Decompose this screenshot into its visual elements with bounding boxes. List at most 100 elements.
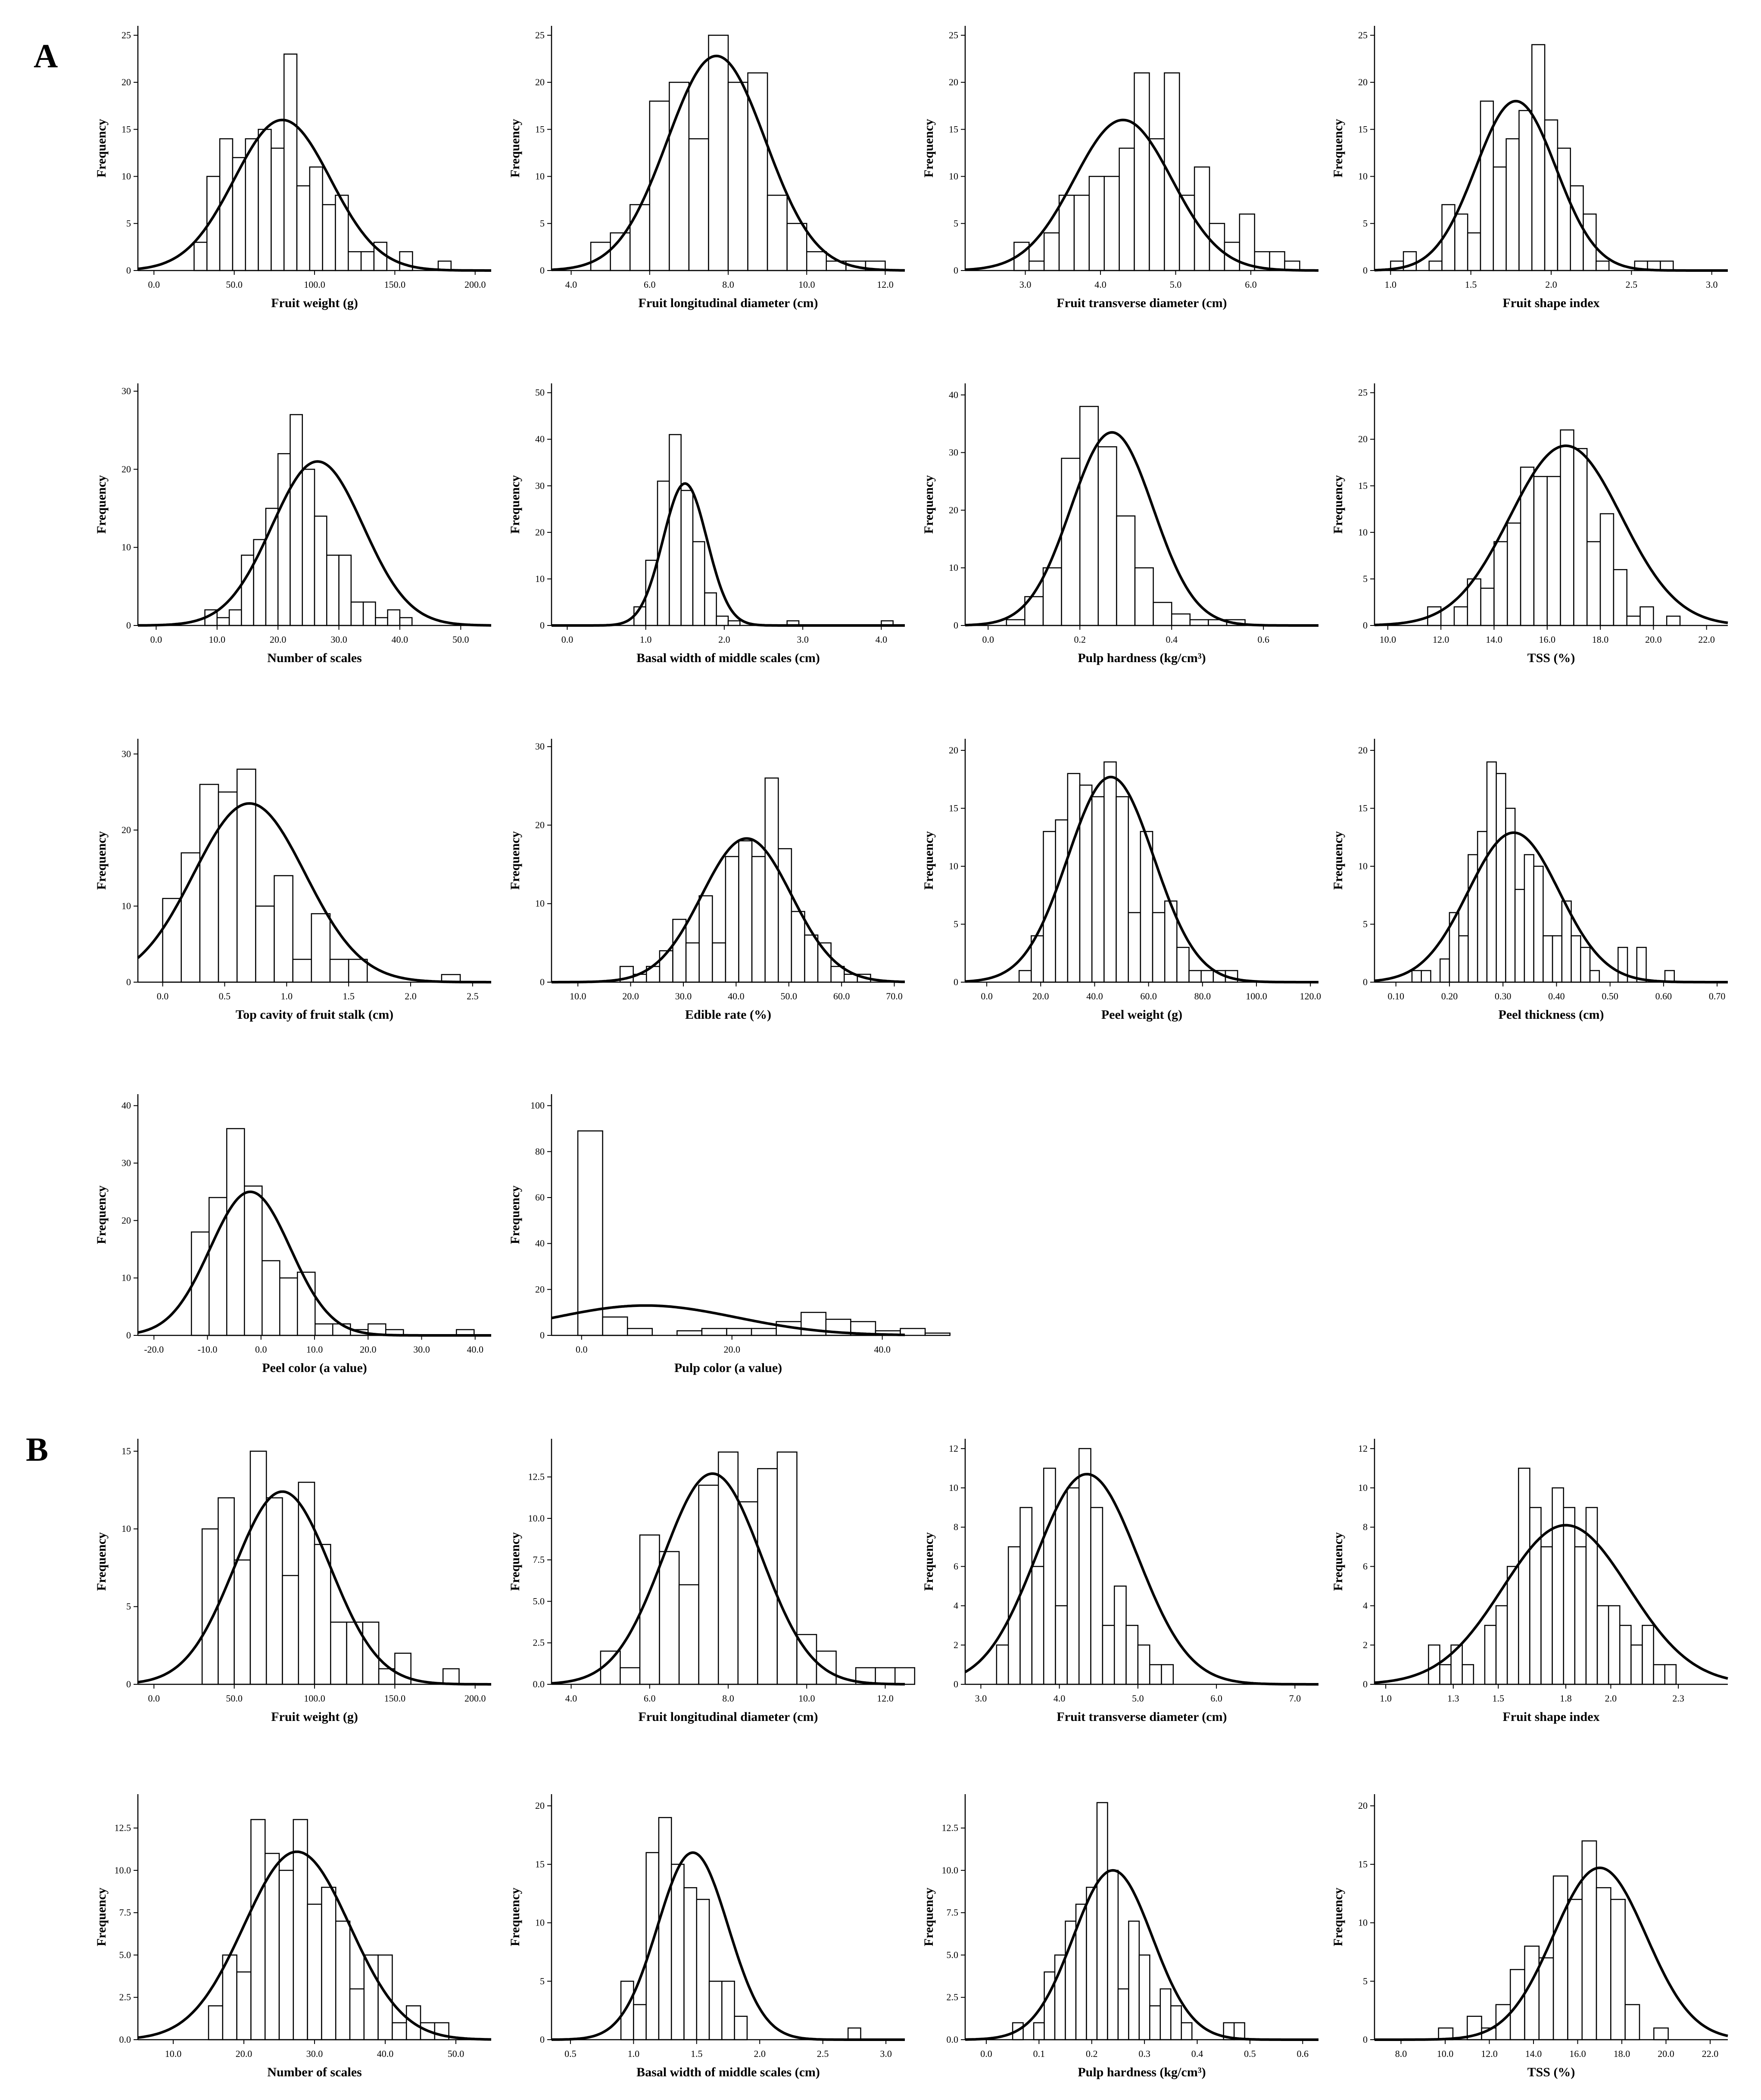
y-tick-label: 0 [1363, 265, 1368, 276]
y-tick-label: 10.0 [115, 1865, 131, 1876]
histogram-bar [1495, 2004, 1511, 2041]
x-tick-label: 5.0 [1132, 1693, 1144, 1704]
histogram-bar [1043, 232, 1060, 271]
histogram-bar [392, 2022, 407, 2041]
x-tick-label: 0.0 [150, 634, 162, 645]
y-tick-label: 20 [1358, 1800, 1368, 1811]
y-tick-label: 20 [1358, 77, 1368, 87]
y-axis-title: Frequency [508, 475, 522, 534]
y-tick-label: 0 [1363, 620, 1368, 631]
x-tick-label: 16.0 [1569, 2048, 1586, 2059]
x-tick-label: 100.0 [304, 1693, 325, 1704]
x-tick-label: 12.0 [877, 1693, 894, 1704]
y-tick-label: 6 [954, 1561, 958, 1571]
x-axis-title: Pulp hardness (kg/cm³) [1078, 2065, 1206, 2079]
histogram-bar [1540, 1546, 1553, 1685]
x-tick-label: 12.0 [1481, 2048, 1498, 2059]
histogram-bar [1090, 1507, 1103, 1685]
histogram-bar [680, 490, 694, 626]
x-tick-label: 2.0 [718, 634, 730, 645]
x-tick-label: 30.0 [330, 634, 347, 645]
histogram-b-21: 8.0 10.0 12.0 14.0 16.0 18.0 20.0 22.0 0 5 10 15 20 T… [1331, 1794, 1728, 2079]
x-tick-label: 4.0 [876, 634, 888, 645]
histogram-bar [1411, 970, 1422, 983]
normal-curve [964, 1473, 1318, 1686]
normal-curve [551, 54, 905, 272]
histogram-bar [659, 1551, 680, 1685]
histogram-bar [271, 147, 285, 271]
y-tick-label: 10 [1358, 861, 1368, 871]
histogram-bar [1480, 100, 1494, 271]
histogram-bar [375, 617, 388, 626]
histogram-bar [726, 1328, 752, 1336]
y-tick-label: 0 [540, 620, 545, 631]
panel-label-b: B [26, 1431, 49, 1468]
histogram-bar [1079, 784, 1093, 983]
y-tick-label: 15 [949, 124, 958, 134]
y-tick-label: 20 [122, 1215, 131, 1226]
y-tick-label: 20 [535, 819, 545, 830]
histogram-a-6: 0.0 0.2 0.4 0.6 0 10 20 30 40 Pulp hardness (kg/c… [922, 383, 1318, 665]
y-tick-label: 5 [1363, 573, 1368, 584]
y-tick-label: 0.0 [119, 2034, 131, 2045]
x-tick-label: 3.0 [797, 634, 809, 645]
histogram-bar [1194, 166, 1210, 271]
histogram-bar [1518, 110, 1533, 271]
histogram-bar [1137, 1644, 1150, 1685]
y-tick-label: 60 [535, 1192, 545, 1203]
y-tick-label: 10 [1358, 171, 1368, 182]
histogram-bar [1067, 773, 1081, 983]
y-tick-label: 15 [949, 803, 958, 813]
y-tick-label: 40 [535, 434, 545, 445]
x-tick-label: 0.70 [1709, 991, 1726, 1002]
histogram-bar [274, 875, 293, 983]
histogram-bar [778, 848, 792, 983]
y-tick-label: 0.0 [947, 2034, 959, 2045]
x-axis-title: Top cavity of fruit stalk (cm) [236, 1008, 393, 1022]
x-tick-label: 60.0 [1140, 991, 1157, 1002]
histogram-bar [658, 1817, 672, 2041]
x-tick-label: 2.0 [405, 991, 417, 1002]
x-tick-label: 40.0 [467, 1344, 483, 1355]
histogram-bar [321, 1886, 337, 2041]
x-tick-label: 20.0 [723, 1344, 740, 1355]
histogram-bar [1480, 588, 1495, 626]
x-tick-label: 0.30 [1495, 991, 1512, 1002]
x-tick-label: 10.0 [798, 279, 815, 290]
histogram-bar [1486, 761, 1497, 983]
histogram-bar [1176, 947, 1190, 983]
histogram-bar [1152, 912, 1166, 983]
histogram-bar [1140, 831, 1153, 983]
histogram-bar [1653, 2027, 1669, 2041]
histogram-bar [236, 1971, 252, 2041]
histogram-bar [218, 791, 238, 983]
x-tick-label: 1.0 [1385, 279, 1397, 290]
histogram-bar [362, 1621, 380, 1685]
histogram-a-11: 0.10 0.20 0.30 0.40 0.50 0.60 0.70 0 5 10 15 20 Peel… [1331, 739, 1728, 1022]
histogram-bar [1618, 947, 1628, 983]
x-tick-label: 150.0 [384, 1693, 406, 1704]
y-axis-title: Frequency [94, 1888, 109, 1946]
x-tick-label: 22.0 [1698, 634, 1715, 645]
x-tick-label: 22.0 [1702, 2048, 1719, 2059]
histogram-bar [764, 777, 779, 983]
histogram-bar [377, 1954, 393, 2041]
histogram-bar [1102, 1624, 1115, 1685]
x-tick-label: 18.0 [1592, 634, 1609, 645]
x-axis-title: Peel weight (g) [1101, 1008, 1182, 1022]
y-tick-label: 15 [535, 124, 545, 134]
x-axis-title: Fruit longitudinal diameter (cm) [639, 296, 818, 310]
x-tick-label: 0.0 [148, 279, 160, 290]
y-tick-label: 15 [1358, 480, 1368, 491]
x-tick-label: -20.0 [144, 1344, 164, 1355]
histogram-bar [277, 453, 291, 626]
x-tick-label: 1.5 [691, 2048, 703, 2059]
histogram-bar [1103, 176, 1120, 271]
histogram-bar [1079, 406, 1099, 626]
x-axis-title: Number of scales [267, 2065, 362, 2079]
x-axis-title: Fruit shape index [1502, 296, 1599, 310]
normal-curve [138, 460, 491, 627]
histogram-bar [330, 1621, 347, 1685]
histogram-bar [307, 1904, 322, 2041]
y-tick-label: 10 [1358, 1482, 1368, 1493]
